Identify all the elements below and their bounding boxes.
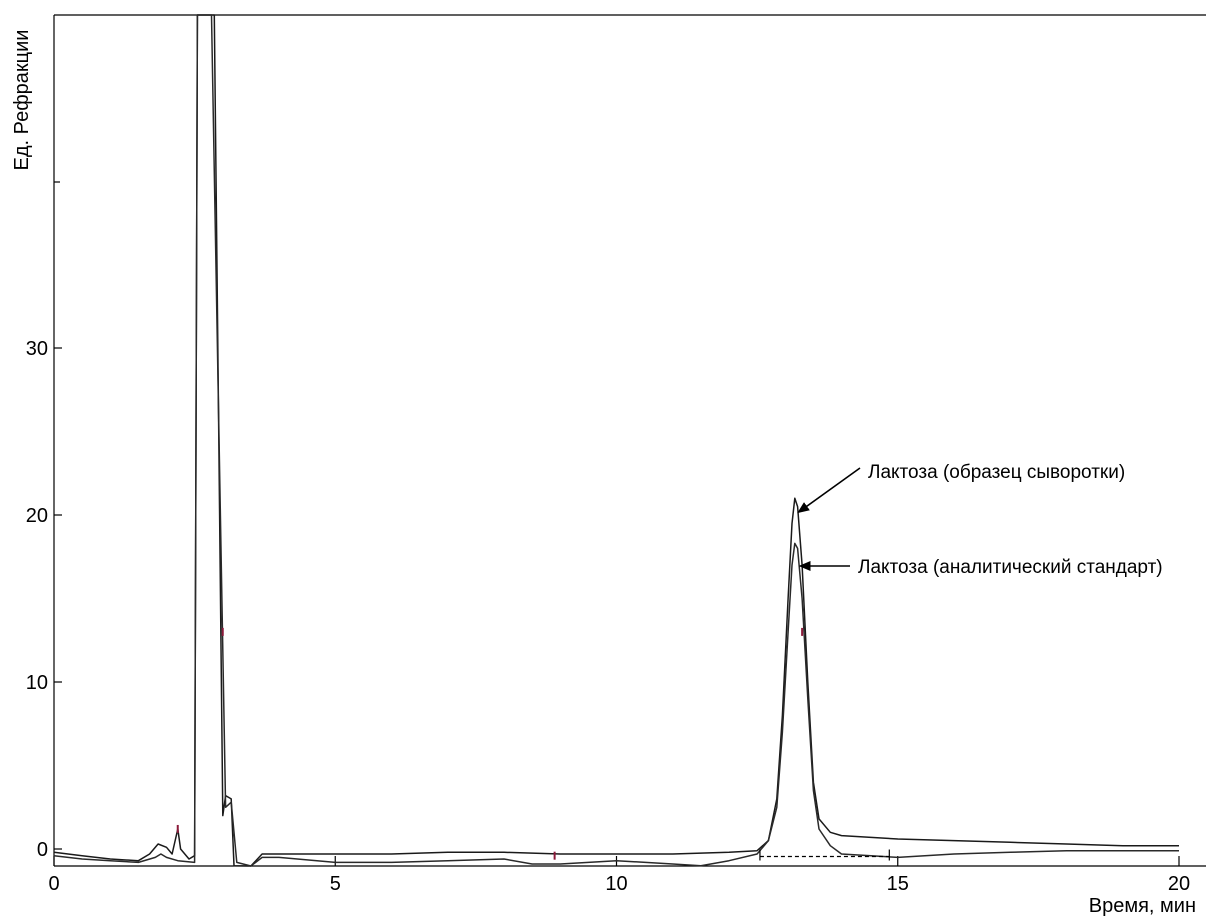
x-tick-label: 15: [887, 873, 909, 895]
y-tick-label: 30: [26, 338, 48, 360]
x-tick-label: 0: [48, 873, 59, 895]
annotation-arrow-sample: [797, 467, 861, 514]
annotation-label-standard: Лактоза (аналитический стандарт): [858, 557, 1163, 578]
y-tick-label: 0: [37, 839, 48, 861]
y-axis-ticks: 0 10 20 30: [26, 181, 62, 861]
y-tick-label: 20: [26, 505, 48, 527]
x-tick-label: 5: [330, 873, 341, 895]
x-tick-label: 10: [605, 873, 627, 895]
annotations: Лактоза (образец сыворотки) Лактоза (ана…: [797, 462, 1163, 578]
x-axis-ticks: 0 5 10 15 20: [48, 856, 1190, 895]
y-tick-label: 10: [26, 672, 48, 694]
x-tick-label: 20: [1168, 873, 1190, 895]
trace-accent-mark: [221, 627, 224, 636]
x-axis-label: Время, мин: [1089, 895, 1196, 917]
trace-accent-mark: [553, 851, 556, 860]
integration-baseline: [759, 849, 890, 861]
trace-accent-mark: [176, 824, 179, 833]
annotation-label-sample: Лактоза (образец сыворотки): [868, 462, 1125, 483]
series-line-standard: [53, 14, 1179, 867]
y-axis-label: Ед. Рефракции: [11, 30, 33, 171]
trace-accent-mark: [801, 627, 804, 636]
series-group: [53, 14, 1179, 867]
